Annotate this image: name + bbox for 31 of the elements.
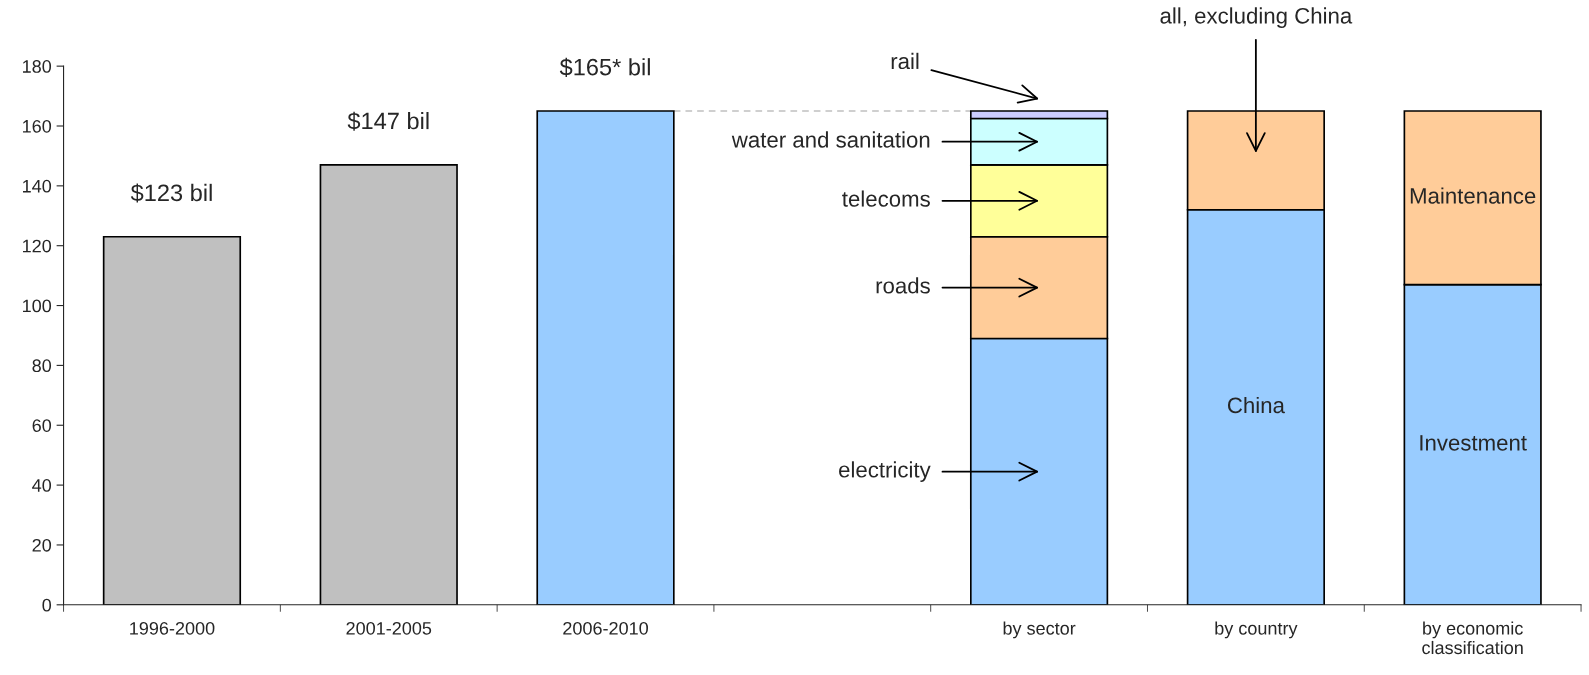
y-tick-label: 60	[32, 419, 52, 432]
y-tick-label: 160	[23, 119, 52, 133]
y-tick-label: 180	[23, 60, 52, 73]
data-label: $123 bil	[130, 183, 212, 203]
data-label: $165* bil	[559, 57, 650, 77]
y-tick-label: 100	[23, 299, 52, 313]
y-tick-label: 40	[32, 479, 52, 492]
x-tick-label: 2006-2010	[563, 621, 648, 635]
data-label: Maintenance	[1410, 187, 1536, 204]
text: all, excluding China	[1160, 7, 1353, 29]
annotation: telecoms	[842, 190, 930, 207]
y-tick-label: 140	[23, 179, 52, 193]
x-tick-label: 1996-2000	[130, 621, 215, 635]
x-tick-label: 2001-2005	[346, 621, 432, 635]
y-tick-label: 0	[42, 598, 52, 612]
bar	[536, 110, 675, 605]
x-tick-label: by country	[1215, 621, 1298, 639]
bar	[319, 164, 458, 605]
y-tick-label: 120	[23, 239, 52, 253]
x-tick-label: by economic classification	[1422, 621, 1523, 655]
y-tick-label: 20	[32, 538, 52, 552]
annotation: rail	[891, 52, 919, 70]
annotation: roads	[876, 277, 930, 294]
bar	[102, 235, 242, 605]
data-label: $147 bil	[347, 111, 429, 131]
x-tick-label: by sector	[1003, 621, 1076, 639]
data-label: China	[1227, 396, 1285, 414]
y-tick-label: 80	[32, 359, 52, 373]
data-label: Investment	[1420, 435, 1527, 451]
annotation: water and sanitation	[731, 131, 930, 148]
annotation: electricity	[839, 461, 931, 482]
